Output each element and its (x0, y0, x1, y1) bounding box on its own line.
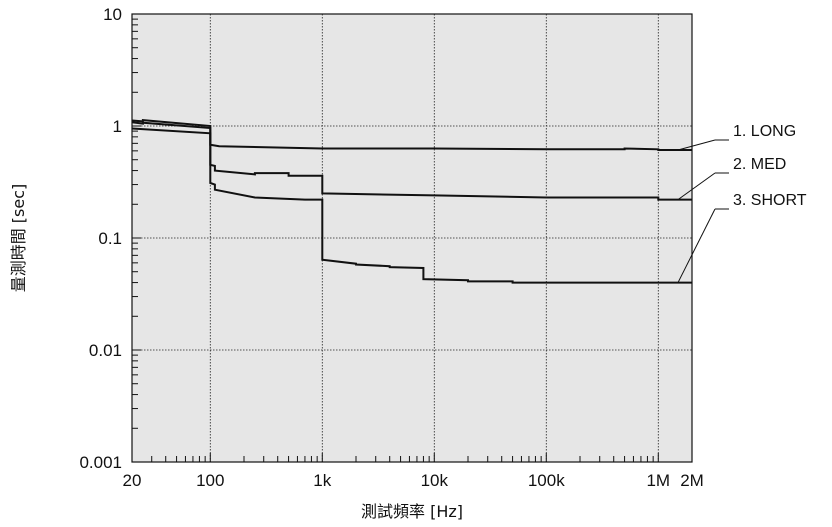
series-line-1 (131, 119, 692, 151)
legend-label-1: 1. LONG (733, 123, 796, 140)
legend-leader-2 (677, 172, 716, 201)
series-line-3 (131, 127, 692, 284)
y-tick-label: 10 (103, 5, 122, 24)
x-axis-title: 測試頻率 [Hz] (361, 502, 463, 521)
x-tick-label: 100 (196, 471, 224, 490)
x-tick-label: 100k (528, 471, 565, 490)
x-tick-label: 1k (313, 471, 331, 490)
y-axis-title: 量測時間 [sec] (9, 184, 28, 293)
legend-leader-1 (677, 139, 716, 151)
y-tick-label: 0.1 (98, 229, 122, 248)
y-tick-label: 1 (113, 117, 122, 136)
x-tick-label: 2M (680, 471, 704, 490)
y-tick-label: 0.001 (79, 453, 122, 472)
minor-ticks (131, 18, 693, 463)
legend-leader-3 (677, 208, 716, 283)
legend-label-2: 2. MED (733, 156, 786, 173)
grid (132, 14, 692, 462)
series-line-2 (131, 121, 692, 201)
y-tick-label: 0.01 (89, 341, 122, 360)
y-tick-labels: 10 1 0.1 0.01 0.001 (79, 5, 122, 472)
x-tick-labels: 20 100 1k 10k 100k 1M 2M (123, 471, 704, 490)
plot-frame (131, 13, 693, 463)
legend: 1. LONG 2. MED 3. SHORT (677, 123, 807, 283)
x-tick-label: 1M (646, 471, 670, 490)
legend-label-3: 3. SHORT (733, 192, 807, 209)
x-tick-label: 10k (421, 471, 449, 490)
series-lines (131, 119, 692, 284)
x-tick-label: 20 (123, 471, 142, 490)
